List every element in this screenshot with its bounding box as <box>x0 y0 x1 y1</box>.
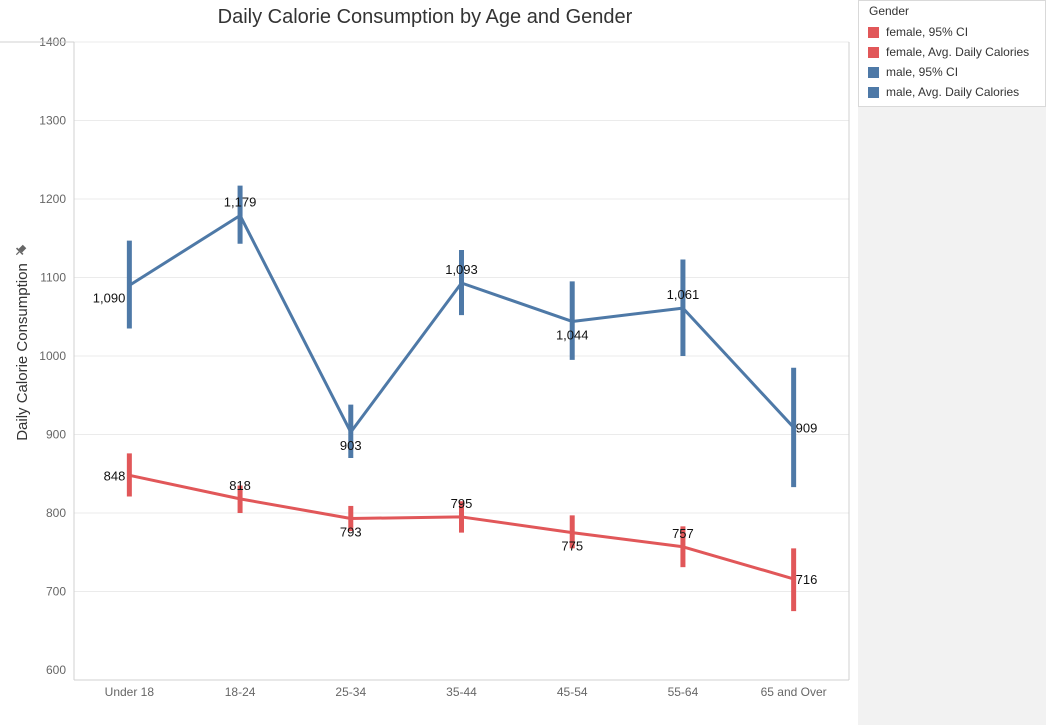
legend-swatch <box>868 46 879 58</box>
legend-item-male-ci[interactable]: male, 95% CI <box>859 62 1045 82</box>
data-label: 1,061 <box>667 287 700 302</box>
data-label: 818 <box>229 478 251 493</box>
label-layer: 1,090 1,179 903 1,093 1,044 1,061 909 848 818 793… <box>93 194 818 586</box>
series-line[interactable] <box>129 473 795 581</box>
y-axis-title: Daily Calorie Consumption <box>14 263 31 441</box>
data-label: 1,179 <box>224 194 257 209</box>
y-tick-label: 1200 <box>39 192 66 206</box>
data-label: 775 <box>561 539 583 554</box>
legend-item-female-ci[interactable]: female, 95% CI <box>859 22 1045 42</box>
x-tick-label: 18-24 <box>225 685 256 699</box>
data-label: 909 <box>796 420 818 435</box>
legend-swatch <box>868 26 879 38</box>
data-label: 1,093 <box>445 262 478 277</box>
series-line[interactable] <box>128 213 795 434</box>
legend-title: Gender <box>869 4 910 18</box>
y-tick-label: 900 <box>46 428 66 442</box>
data-label: 793 <box>340 524 362 539</box>
x-tick-label: 25-34 <box>335 685 366 699</box>
legend-swatch <box>868 86 879 98</box>
line-layer <box>128 213 795 581</box>
x-tick-label: 55-64 <box>668 685 699 699</box>
legend-label: male, Avg. Daily Calories <box>886 85 1020 99</box>
legend-label: female, Avg. Daily Calories <box>886 45 1030 59</box>
y-tick-label: 1100 <box>40 271 66 285</box>
y-tick-label: 1000 <box>39 349 66 363</box>
data-label: 1,090 <box>93 290 126 305</box>
ci-layer <box>126 185 797 612</box>
legend-item-female-avg[interactable]: female, Avg. Daily Calories <box>859 42 1045 62</box>
legend-panel: Gender female, 95% CI female, Avg. Daily… <box>858 0 1046 725</box>
y-tick-label: 700 <box>46 585 66 599</box>
legend-label: female, 95% CI <box>886 25 969 39</box>
pin-icon[interactable] <box>13 243 28 258</box>
data-label: 716 <box>796 572 818 587</box>
data-label: 903 <box>340 438 362 453</box>
legend-label: male, 95% CI <box>886 65 959 79</box>
x-tick-label: 35-44 <box>446 685 477 699</box>
legend-item-male-avg[interactable]: male, Avg. Daily Calories <box>859 82 1045 102</box>
data-label: 757 <box>672 526 694 541</box>
data-label: 1,044 <box>556 327 589 342</box>
data-label: 848 <box>104 468 126 483</box>
data-label: 795 <box>451 496 473 511</box>
x-tick-label: 65 and Over <box>761 685 827 699</box>
y-tick-label: 1300 <box>39 114 66 128</box>
legend-swatch <box>868 66 879 78</box>
chart-title: Daily Calorie Consumption by Age and Gen… <box>217 6 633 28</box>
y-tick-label: 800 <box>46 506 66 520</box>
x-tick-label: 45-54 <box>557 685 588 699</box>
legend-box: Gender female, 95% CI female, Avg. Daily… <box>858 0 1046 107</box>
x-tick-label: Under 18 <box>105 685 155 699</box>
y-tick-label: 600 <box>46 663 66 677</box>
